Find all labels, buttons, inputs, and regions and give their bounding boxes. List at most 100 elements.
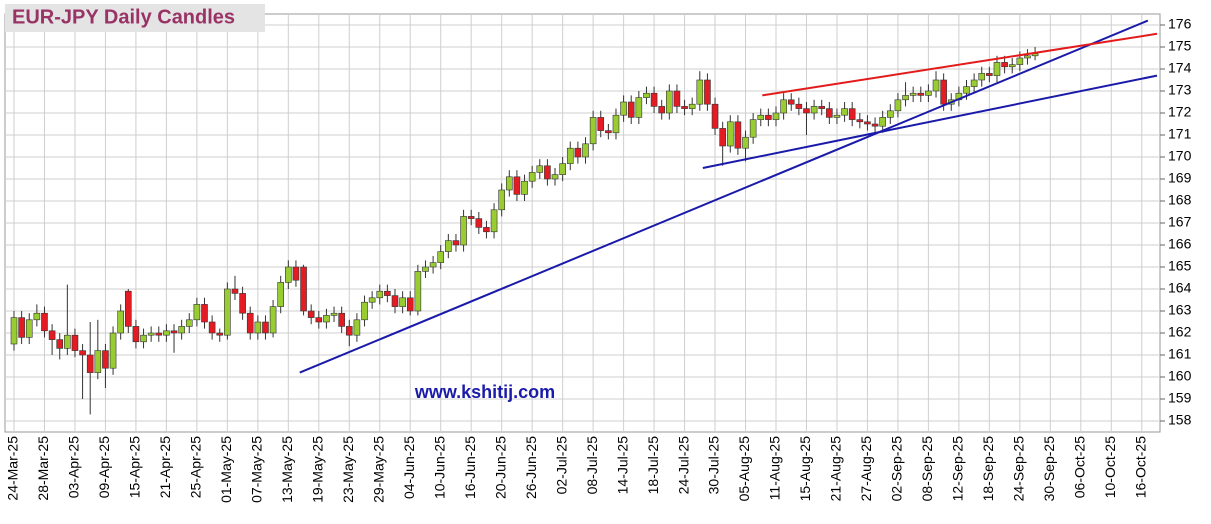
candle-body — [25, 319, 33, 338]
y-tick-label: 164 — [1168, 280, 1192, 296]
candle-body — [147, 332, 155, 336]
candle-body — [155, 332, 163, 336]
candle-body — [627, 101, 635, 118]
candle-body — [498, 189, 505, 211]
candle-body — [467, 216, 475, 219]
candle-body — [749, 119, 757, 138]
x-tick-label: 19-May-25 — [310, 436, 326, 503]
candle-body — [102, 350, 109, 369]
candle-body — [1008, 64, 1016, 68]
candle-body — [856, 119, 864, 123]
candle-body — [193, 304, 201, 321]
candle-body — [1016, 57, 1024, 65]
candle-body — [64, 334, 71, 349]
candle-body — [902, 95, 909, 101]
candle-body — [178, 326, 185, 334]
x-tick-label: 16-Oct-25 — [1132, 436, 1148, 498]
candle-body — [864, 121, 871, 125]
candle-body — [48, 330, 56, 340]
candle-body — [475, 218, 483, 228]
x-tick-label: 24-Sep-25 — [1011, 436, 1027, 502]
candle-body — [170, 330, 178, 334]
candle-body — [483, 227, 490, 233]
candle-body — [963, 86, 970, 94]
candle-body — [41, 312, 48, 332]
candle-body — [704, 79, 711, 105]
candle-body — [544, 165, 551, 180]
x-tick-label: 30-Sep-25 — [1041, 436, 1057, 502]
candle-body — [163, 330, 170, 336]
y-tick-label: 174 — [1168, 60, 1192, 76]
x-tick-label: 29-May-25 — [370, 436, 386, 503]
x-tick-label: 15-Apr-25 — [127, 436, 143, 498]
x-tick-label: 10-Jun-25 — [431, 436, 447, 499]
candle-body — [140, 334, 147, 343]
candle-body — [345, 326, 353, 336]
candle-body — [696, 79, 704, 105]
candle-body — [18, 317, 25, 338]
candle-body — [917, 92, 925, 96]
candle-body — [970, 79, 978, 87]
title-box — [5, 4, 265, 32]
candle-body — [330, 312, 338, 316]
candle-body — [79, 350, 86, 356]
y-tick-label: 171 — [1168, 126, 1192, 142]
y-tick-label: 172 — [1168, 104, 1192, 120]
x-tick-label: 08-Sep-25 — [919, 436, 935, 502]
candle-body — [582, 143, 589, 158]
candle-body — [1001, 62, 1008, 68]
candle-body — [940, 79, 947, 105]
x-tick-label: 23-May-25 — [340, 436, 356, 503]
candle-body — [643, 92, 650, 98]
candle-body — [422, 266, 429, 272]
x-tick-label: 09-Apr-25 — [96, 436, 112, 498]
y-tick-label: 165 — [1168, 258, 1192, 274]
candle-body — [620, 101, 627, 116]
candle-body — [658, 106, 666, 114]
candle-body — [429, 262, 437, 268]
candle-body — [185, 319, 193, 327]
candle-body — [635, 97, 643, 118]
candle-body — [1024, 55, 1031, 59]
candle-body — [277, 282, 285, 307]
x-tick-label: 24-Mar-25 — [5, 436, 21, 501]
candle-body — [871, 123, 879, 127]
candle-body — [201, 304, 208, 323]
y-tick-label: 168 — [1168, 192, 1192, 208]
y-tick-label: 162 — [1168, 324, 1192, 340]
candle-body — [490, 209, 498, 233]
candle-body — [795, 103, 803, 109]
candle-body — [224, 288, 231, 336]
candle-body — [932, 79, 940, 92]
candle-body — [406, 297, 414, 312]
candle-body — [986, 73, 993, 76]
candle-body — [818, 106, 826, 109]
candle-body — [109, 332, 117, 369]
candle-body — [566, 147, 574, 164]
x-tick-label: 26-Jun-25 — [523, 436, 539, 499]
candle-body — [719, 128, 726, 147]
x-tick-label: 06-Oct-25 — [1072, 436, 1088, 498]
candle-body — [772, 112, 780, 120]
candle-body — [848, 108, 856, 120]
candle-body — [742, 136, 749, 149]
x-tick-label: 11-Aug-25 — [767, 436, 783, 501]
y-tick-label: 158 — [1168, 412, 1192, 428]
candle-body — [391, 295, 399, 307]
candle-body — [551, 174, 559, 180]
candle-body — [841, 108, 848, 116]
candle-body — [711, 103, 719, 129]
x-tick-label: 10-Oct-25 — [1102, 436, 1118, 498]
x-tick-label: 14-Jul-25 — [614, 436, 630, 495]
x-tick-label: 27-Aug-25 — [858, 436, 874, 502]
candle-body — [612, 114, 620, 134]
x-tick-label: 02-Jul-25 — [553, 436, 569, 495]
trend-line — [762, 32, 1158, 97]
candle-body — [307, 310, 315, 318]
candle-body — [323, 315, 330, 323]
x-tick-label: 18-Sep-25 — [980, 436, 996, 502]
x-tick-label: 21-Apr-25 — [157, 436, 173, 498]
trend-line — [702, 74, 1158, 169]
x-tick-label: 24-Jul-25 — [675, 436, 691, 495]
